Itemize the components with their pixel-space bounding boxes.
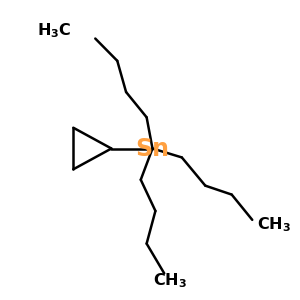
Text: $\mathregular{CH_3}$: $\mathregular{CH_3}$ xyxy=(257,215,291,234)
Text: Sn: Sn xyxy=(136,136,169,160)
Text: $\mathregular{H_3C}$: $\mathregular{H_3C}$ xyxy=(37,22,71,40)
Text: $\mathregular{CH_3}$: $\mathregular{CH_3}$ xyxy=(153,272,187,290)
